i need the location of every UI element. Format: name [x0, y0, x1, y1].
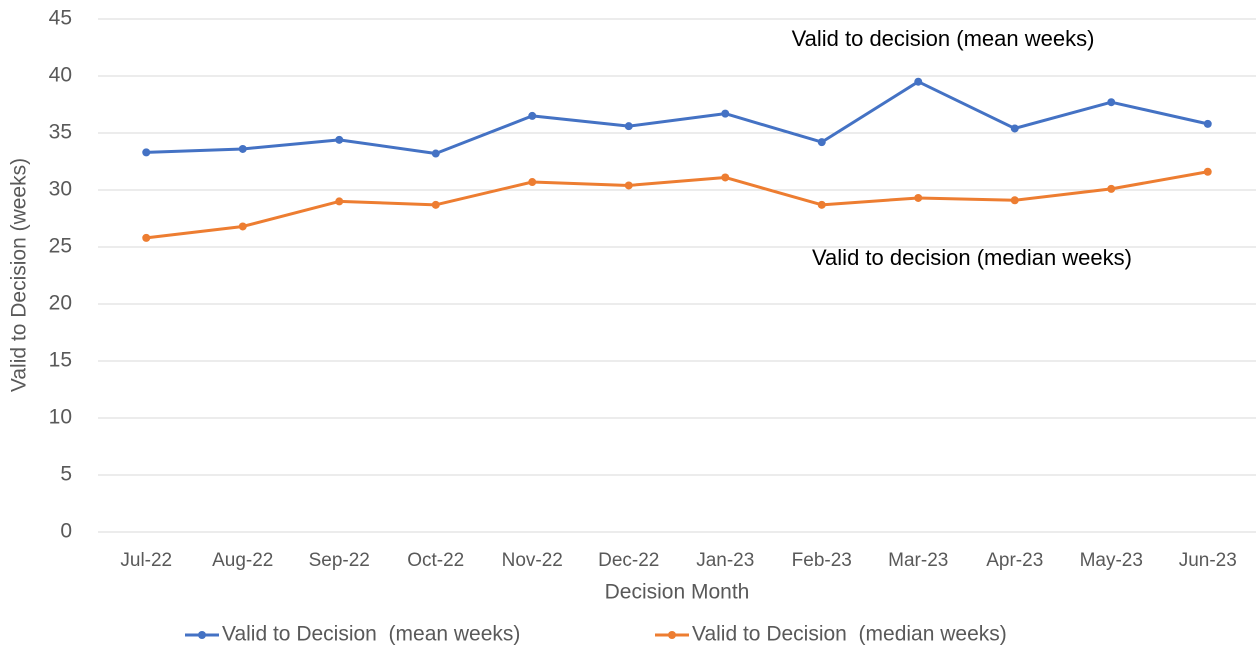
data-point: [817, 138, 826, 147]
x-tick-label: Dec-22: [598, 550, 659, 571]
data-point: [1107, 184, 1116, 193]
data-point: [335, 197, 344, 206]
data-point: [528, 111, 537, 120]
y-tick-label: 35: [49, 121, 72, 144]
y-tick-label: 25: [49, 235, 72, 258]
x-tick-label: Jun-23: [1179, 550, 1237, 571]
legend-marker: [198, 631, 206, 639]
x-tick-label: Jan-23: [696, 550, 754, 571]
data-point: [431, 149, 440, 158]
y-tick-label: 15: [49, 349, 72, 372]
x-tick-label: Jul-22: [120, 550, 172, 571]
data-point: [335, 135, 344, 144]
legend-marker: [668, 631, 676, 639]
x-tick-label: Apr-23: [986, 550, 1043, 571]
data-point: [142, 148, 151, 157]
data-point: [238, 222, 247, 231]
y-tick-label: 45: [49, 7, 72, 30]
data-point: [721, 173, 730, 182]
y-tick-label: 5: [60, 463, 72, 486]
x-tick-label: Nov-22: [502, 550, 563, 571]
data-point: [528, 178, 537, 187]
x-tick-label: Aug-22: [212, 550, 273, 571]
x-tick-label: May-23: [1080, 550, 1143, 571]
y-tick-label: 30: [49, 178, 72, 201]
data-point: [1010, 124, 1019, 133]
x-tick-label: Mar-23: [888, 550, 948, 571]
data-point: [1203, 167, 1212, 176]
data-point: [238, 144, 247, 153]
data-point: [914, 193, 923, 202]
y-tick-label: 20: [49, 292, 72, 315]
data-point: [1107, 98, 1116, 107]
data-point: [431, 200, 440, 209]
x-tick-label: Sep-22: [309, 550, 370, 571]
y-axis-title: Valid to Decision (weeks): [8, 158, 31, 392]
legend-label: Valid to Decision (median weeks): [692, 623, 1007, 646]
x-tick-label: Oct-22: [407, 550, 464, 571]
data-point: [142, 233, 151, 242]
annotation: Valid to decision (mean weeks): [792, 26, 1095, 51]
series-line: [146, 170, 1209, 240]
annotation: Valid to decision (median weeks): [812, 245, 1132, 270]
data-point: [624, 122, 633, 131]
legend-label: Valid to Decision (mean weeks): [222, 623, 520, 646]
data-point: [817, 200, 826, 209]
data-point: [1203, 119, 1212, 128]
y-tick-label: 40: [49, 64, 72, 87]
data-point: [721, 109, 730, 118]
data-point: [914, 77, 923, 86]
y-tick-label: 0: [60, 520, 72, 543]
x-tick-label: Feb-23: [792, 550, 852, 571]
x-axis-title: Decision Month: [605, 581, 750, 604]
data-point: [624, 181, 633, 190]
data-point: [1010, 196, 1019, 205]
y-tick-label: 10: [49, 406, 72, 429]
series-line: [146, 80, 1209, 156]
